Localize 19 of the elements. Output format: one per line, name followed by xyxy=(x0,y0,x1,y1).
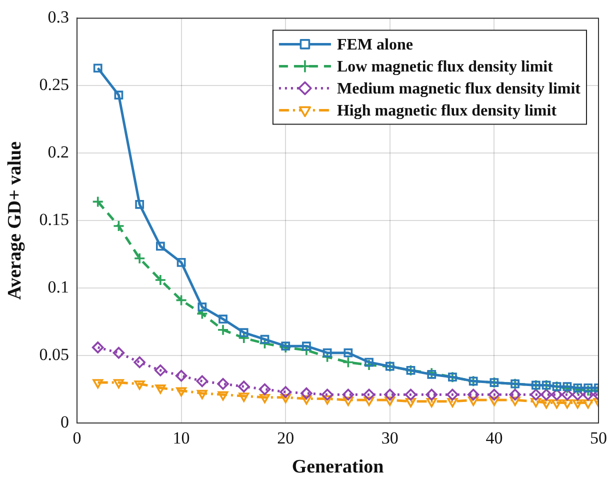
legend-label: Low magnetic flux density limit xyxy=(336,58,554,76)
legend-label: Medium magnetic flux density limit xyxy=(336,80,582,98)
y-tick-label: 0.15 xyxy=(39,210,69,230)
x-tick-label: 10 xyxy=(172,428,190,448)
y-tick-label: 0.3 xyxy=(48,8,69,27)
x-tick-label: 0 xyxy=(72,428,82,448)
y-tick-label: 0.25 xyxy=(39,75,69,94)
x-axis-title: Generation xyxy=(292,456,384,478)
x-tick-label: 20 xyxy=(277,428,294,448)
legend-label: High magnetic flux density limit xyxy=(336,102,558,120)
x-tick-label: 40 xyxy=(486,428,503,448)
x-tick-label: 50 xyxy=(590,428,607,448)
legend-label: FEM alone xyxy=(336,36,413,54)
y-axis-title: Average GD+ value xyxy=(4,141,26,300)
y-tick-label: 0.1 xyxy=(48,278,69,297)
x-tick-label: 30 xyxy=(381,428,398,448)
y-tick-label: 0 xyxy=(60,412,69,432)
y-tick-label: 0.05 xyxy=(39,345,69,364)
y-tick-label: 0.2 xyxy=(48,142,69,162)
